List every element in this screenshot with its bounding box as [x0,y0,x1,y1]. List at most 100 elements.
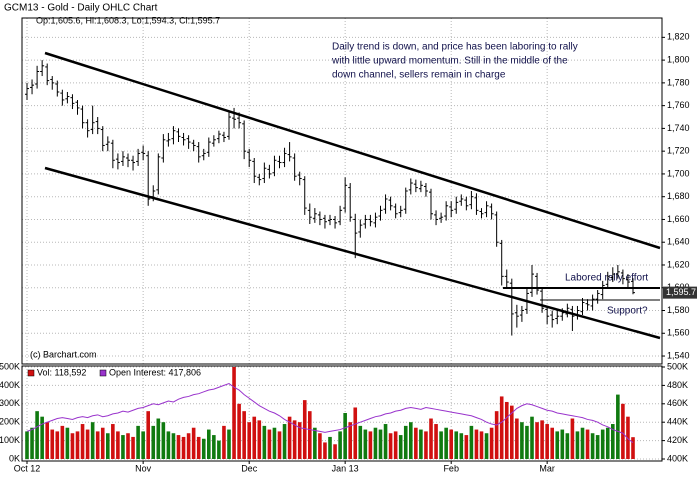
lower-trend-line [44,166,661,340]
volume-bar [35,411,39,459]
y-tick-label: 400K [0,380,20,390]
volume-bar [338,431,342,459]
volume-bar [540,420,544,459]
volume-bar [106,433,110,459]
volume-bar [419,429,423,459]
volume-bar [207,429,211,459]
y-tick-label: 1,660 [667,214,690,224]
volume-bar [313,427,317,459]
volume-bar [90,422,95,459]
commentary-line: with little upward momentum. Still in th… [331,56,568,67]
y2-tick-label: 500K [667,361,688,371]
volume-bar [75,431,80,459]
volume-bar [126,433,130,459]
volume-bar [121,435,125,459]
volume-bar [449,429,453,459]
volume-bar [282,424,287,459]
volume-bar [626,416,630,459]
volume-bar [499,396,504,459]
volume-bar [363,429,368,459]
y-tick-label: 1,560 [667,328,690,338]
legend-label: Open Interest: 417,806 [109,367,201,377]
y-tick-label: 1,620 [667,259,690,269]
volume-bar [181,436,186,459]
volume-bar [580,427,585,459]
volume-bar [242,411,246,459]
volume-bar [40,416,44,459]
volume-bar [550,427,554,459]
volume-bar [232,367,236,459]
volume-bar [171,433,176,459]
volume-bar [464,435,469,459]
y2-tick-label: 420K [667,435,688,445]
volume-bar [414,427,418,459]
volume-bar [434,424,438,459]
volume-bar [378,429,383,459]
volume-bar [383,424,388,459]
commentary-line: down channel, sellers remain in charge [332,70,506,81]
volume-bar [560,429,565,459]
price-panel-frame [21,17,663,365]
volume-bar [393,431,398,459]
volume-bar [131,436,135,459]
last-price-label: 1,595.7 [666,287,696,297]
volume-bar [201,438,206,459]
volume-bar [146,411,150,459]
volume-bar [520,422,524,459]
volume-bar [166,431,171,459]
legend-swatch [99,369,107,377]
volume-bar [474,429,479,459]
volume-bar [489,427,494,459]
y-tick-label: 1,700 [667,168,690,178]
volume-bar [191,427,196,459]
volume-bar [398,435,403,459]
volume-bar [444,427,448,459]
volume-bar [494,411,499,459]
x-tick-label: Oct 12 [14,463,41,473]
volume-bar [196,436,201,459]
volume-bar [100,427,105,459]
volume-bar [333,444,337,459]
volume-bar [116,431,120,459]
y-tick-label: 300K [0,398,20,408]
volume-bar [611,424,615,459]
volume-bar [95,431,100,459]
volume-bar [212,435,216,459]
volume-bar [292,420,297,459]
y-tick-label: 100K [0,435,20,445]
volume-bar [30,427,34,459]
volume-bar [570,418,575,459]
x-tick-label: Feb [443,463,459,473]
volume-bar [186,433,191,459]
volume-bar [388,433,393,459]
volume-bar [535,422,539,459]
volume-bar [302,400,307,459]
volume-bar [85,429,90,459]
ohlc-summary: Op:1,605.6, Hi:1,608.3, Lo:1,594.3, Cl:1… [36,15,220,25]
legend-swatch [27,369,35,377]
volume-bar [545,424,549,459]
last-price-box [663,286,697,299]
y-tick-label: 1,580 [667,305,690,315]
legend-label: Vol: 118,592 [37,367,86,377]
volume-bar [358,425,363,459]
volume-bar [308,411,312,459]
volume-bar [156,418,161,459]
volume-bar [454,431,459,459]
volume-bar [530,416,534,459]
volume-bar [55,431,60,459]
volume-bar [409,422,413,459]
volume-bar [262,425,267,459]
volume-bar [272,427,277,459]
volume-bar [368,431,373,459]
volume-bar [595,435,600,459]
volume-bar [50,429,55,459]
volume-bar [151,425,156,459]
commentary-line: Daily trend is down, and price has been … [332,42,578,53]
rally-annotation: Labored rally effort [565,273,648,284]
y-tick-label: 1,740 [667,123,690,133]
y-tick-label: 1,800 [667,54,690,64]
